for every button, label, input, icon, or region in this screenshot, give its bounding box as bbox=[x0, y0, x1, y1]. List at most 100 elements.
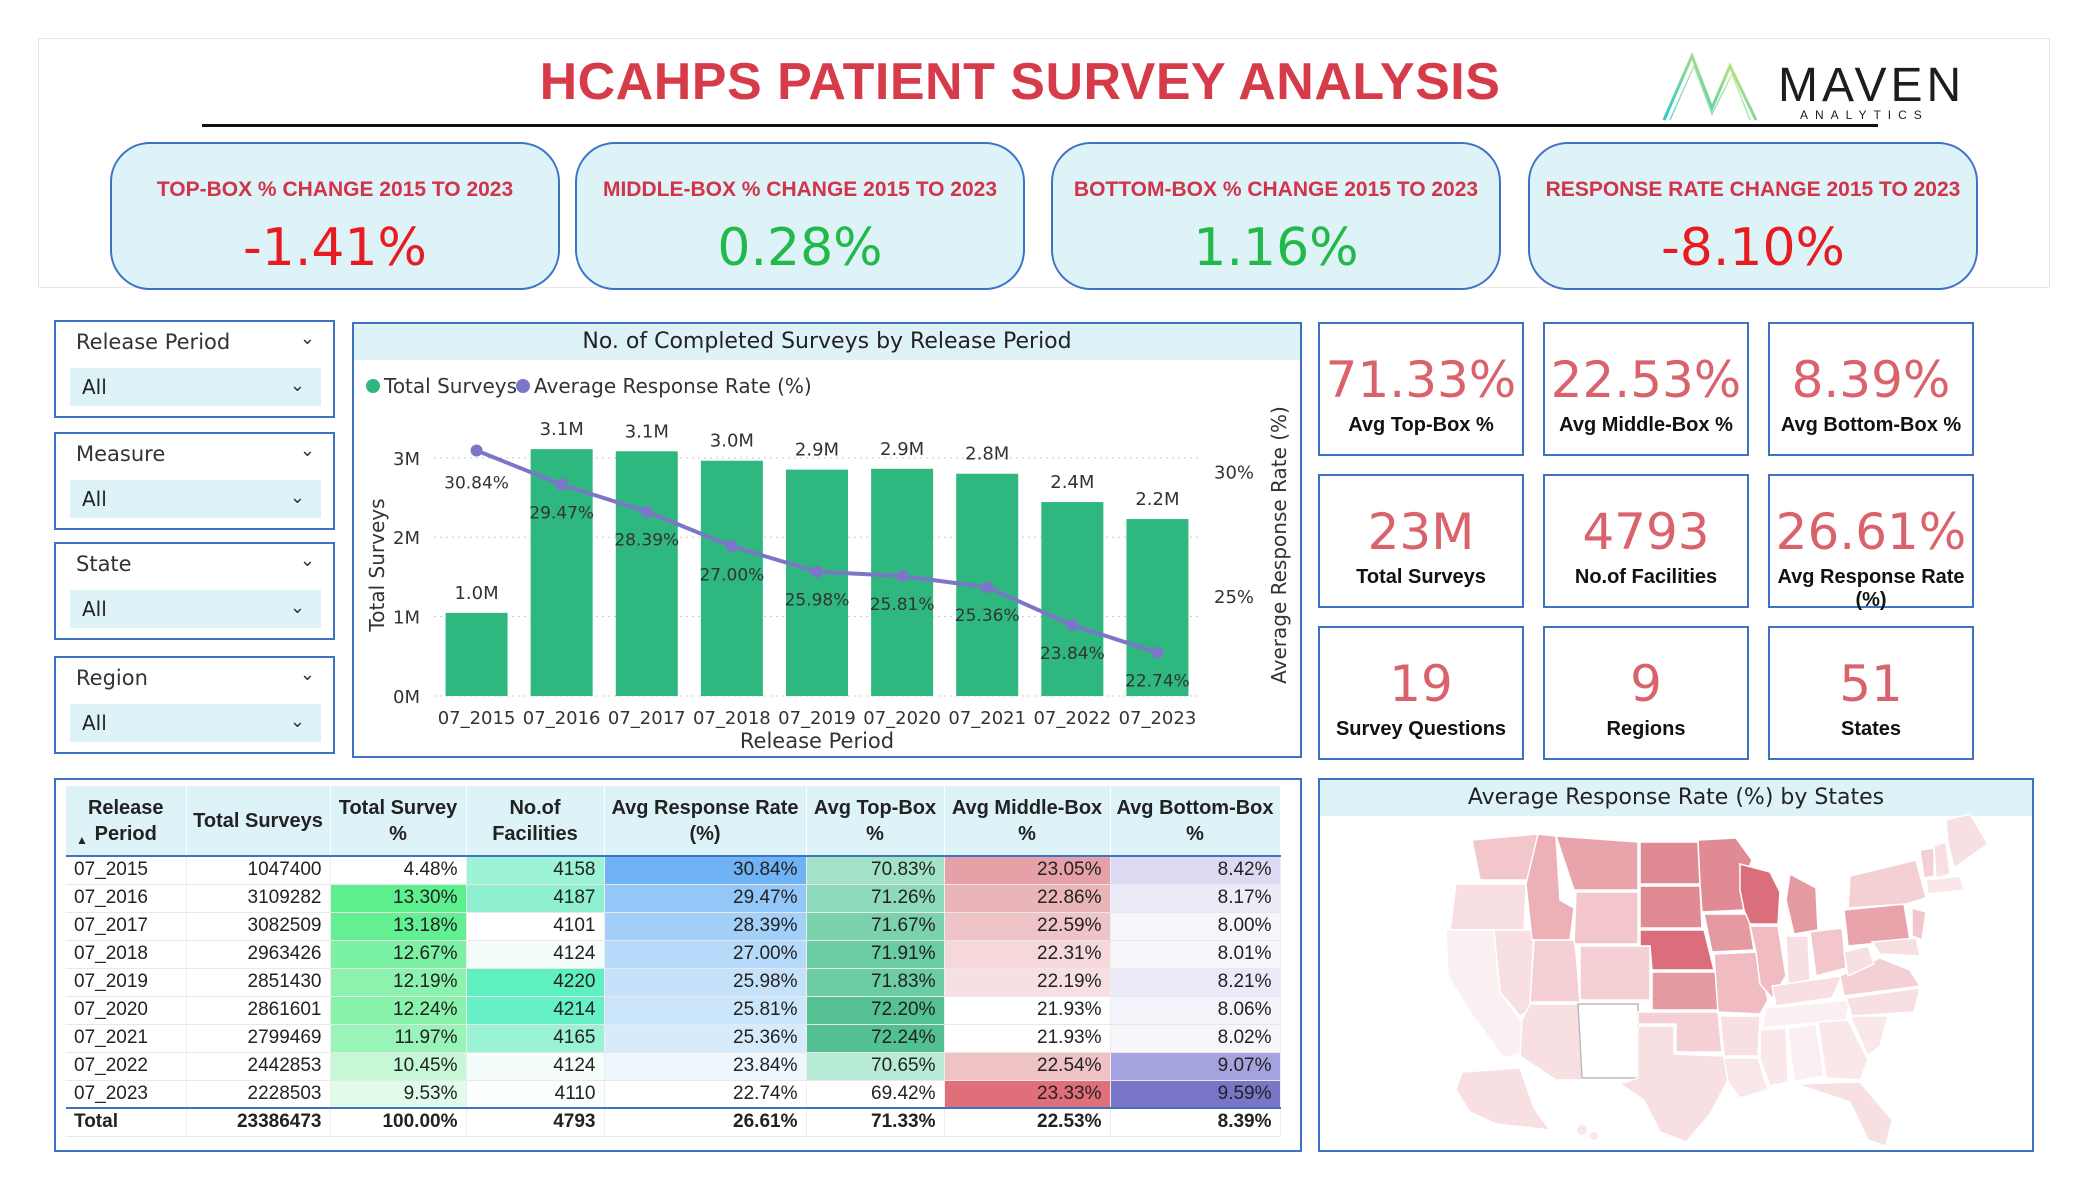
map-state-me[interactable] bbox=[1945, 813, 1990, 870]
kpi-card-no-of-facilities: 4793 No.of Facilities bbox=[1543, 474, 1749, 608]
slicer-release-period[interactable]: Release Period ⌄ All ⌄ bbox=[54, 320, 335, 418]
kpi-value: 1.16% bbox=[1193, 218, 1359, 278]
map-state-ma[interactable] bbox=[1925, 875, 1965, 895]
table-cell: 07_2019 bbox=[66, 968, 187, 997]
map-state-hi-2[interactable] bbox=[1590, 1132, 1598, 1140]
map-state-md[interactable] bbox=[1870, 937, 1921, 957]
table-row[interactable]: 07_2023 2228503 9.53% 4110 22.74% 69.42% 23.33… bbox=[66, 1080, 1281, 1109]
map-state-oh[interactable] bbox=[1809, 927, 1847, 977]
map-state-ms[interactable] bbox=[1759, 1027, 1789, 1087]
table-row[interactable]: 07_2015 1047400 4.48% 4158 30.84% 70.83% 23.05… bbox=[66, 856, 1281, 885]
table-row[interactable]: 07_2022 2442853 10.45% 4124 23.84% 70.65% 22.5… bbox=[66, 1052, 1281, 1081]
map-state-fl[interactable] bbox=[1795, 1081, 1893, 1147]
map-state-or[interactable] bbox=[1449, 883, 1527, 931]
map-state-ky[interactable] bbox=[1771, 975, 1844, 1007]
table-cell: 23.84% bbox=[604, 1052, 807, 1081]
map-state-il[interactable] bbox=[1749, 925, 1787, 1000]
slicer-dropdown[interactable]: All ⌄ bbox=[70, 704, 321, 742]
map-state-mi[interactable] bbox=[1785, 872, 1819, 935]
slicer-region[interactable]: Region ⌄ All ⌄ bbox=[54, 656, 335, 754]
line-point bbox=[640, 505, 653, 518]
map-state-ak[interactable] bbox=[1455, 1067, 1552, 1131]
map-state-ar[interactable] bbox=[1719, 1015, 1761, 1057]
map-state-wy[interactable] bbox=[1573, 891, 1639, 945]
y-tick-label: 3M bbox=[393, 449, 420, 470]
column-header[interactable]: Release Period ▲ bbox=[66, 786, 187, 856]
collapse-chevron-icon[interactable]: ⌄ bbox=[299, 440, 315, 461]
column-header[interactable]: Avg Middle-Box % bbox=[944, 786, 1111, 856]
chevron-down-icon[interactable]: ⌄ bbox=[289, 711, 305, 732]
map-state-ks[interactable] bbox=[1651, 971, 1719, 1011]
table-row[interactable]: 07_2017 3082509 13.18% 4101 28.39% 71.67% 22.5… bbox=[66, 912, 1281, 941]
y-axis-title: Total Surveys bbox=[365, 498, 389, 632]
map-state-ga[interactable] bbox=[1817, 1019, 1869, 1081]
card-value: 71.33% bbox=[1325, 351, 1517, 409]
map-state-nc[interactable] bbox=[1845, 987, 1921, 1017]
map-state-al[interactable] bbox=[1787, 1023, 1825, 1083]
table-cell: 8.42% bbox=[1110, 856, 1281, 885]
slicer-dropdown[interactable]: All ⌄ bbox=[70, 480, 321, 518]
collapse-chevron-icon[interactable]: ⌄ bbox=[299, 328, 315, 349]
map-state-nj[interactable] bbox=[1911, 907, 1927, 942]
slicer-measure[interactable]: Measure ⌄ All ⌄ bbox=[54, 432, 335, 530]
map-state-nh[interactable] bbox=[1933, 840, 1951, 879]
card-value: 51 bbox=[1839, 655, 1903, 713]
collapse-chevron-icon[interactable]: ⌄ bbox=[299, 550, 315, 571]
map-state-sd[interactable] bbox=[1639, 885, 1703, 929]
collapse-chevron-icon[interactable]: ⌄ bbox=[299, 664, 315, 685]
map-state-wi[interactable] bbox=[1739, 863, 1781, 925]
table-row[interactable]: 07_2020 2861601 12.24% 4214 25.81% 72.20% 21.9… bbox=[66, 996, 1281, 1025]
total-cell: 23386473 bbox=[186, 1107, 331, 1137]
column-header-label: Avg Bottom-Box % bbox=[1116, 796, 1274, 845]
map-state-mt[interactable] bbox=[1554, 835, 1639, 891]
map-state-tx[interactable] bbox=[1618, 1025, 1729, 1143]
column-header[interactable]: Total Surveys bbox=[186, 786, 331, 856]
card-label: Regions bbox=[1606, 718, 1686, 740]
column-header[interactable]: Total Survey % bbox=[330, 786, 467, 856]
table-row[interactable]: 07_2021 2799469 11.97% 4165 25.36% 72.24% 21.9… bbox=[66, 1024, 1281, 1053]
table-row[interactable]: 07_2019 2851430 12.19% 4220 25.98% 71.83% 22.1… bbox=[66, 968, 1281, 997]
map-state-id[interactable] bbox=[1525, 833, 1575, 941]
map-state-ut[interactable] bbox=[1529, 939, 1581, 1003]
chevron-down-icon[interactable]: ⌄ bbox=[289, 375, 305, 396]
chevron-down-icon[interactable]: ⌄ bbox=[289, 597, 305, 618]
card-label: Avg Response Rate (%) bbox=[1777, 566, 1965, 611]
map-state-in[interactable] bbox=[1785, 935, 1811, 985]
kpi-card-top-box-change: TOP-BOX % CHANGE 2015 TO 2023 -1.41% bbox=[110, 142, 560, 290]
map-state-ne[interactable] bbox=[1639, 929, 1715, 971]
slicer-value: All bbox=[82, 597, 107, 621]
bar-data-label: 2.9M bbox=[880, 439, 924, 460]
map-state-nd[interactable] bbox=[1639, 841, 1701, 885]
column-header-label: Release Period bbox=[87, 796, 164, 845]
table-cell: 4187 bbox=[466, 884, 605, 913]
slicer-state[interactable]: State ⌄ All ⌄ bbox=[54, 542, 335, 640]
table-row[interactable]: 07_2016 3109282 13.30% 4187 29.47% 71.26% 22.8… bbox=[66, 884, 1281, 913]
sort-ascending-icon[interactable]: ▲ bbox=[76, 833, 88, 847]
slicer-dropdown[interactable]: All ⌄ bbox=[70, 590, 321, 628]
map-state-wv[interactable] bbox=[1843, 945, 1875, 978]
map-state-la[interactable] bbox=[1723, 1057, 1769, 1099]
map-state-ia[interactable] bbox=[1703, 913, 1755, 953]
map-state-az[interactable] bbox=[1519, 1003, 1583, 1081]
column-header[interactable]: Avg Top-Box % bbox=[806, 786, 945, 856]
column-header[interactable]: Avg Bottom-Box % bbox=[1110, 786, 1281, 856]
map-state-hi[interactable] bbox=[1577, 1125, 1587, 1135]
slicer-title: State bbox=[76, 552, 132, 576]
map-state-vt[interactable] bbox=[1919, 847, 1935, 879]
column-header[interactable]: Avg Response Rate (%) bbox=[604, 786, 807, 856]
table-cell: 12.24% bbox=[330, 996, 467, 1025]
column-header[interactable]: No.of Facilities bbox=[466, 786, 605, 856]
map-state-nm[interactable] bbox=[1577, 1003, 1639, 1079]
bar-data-label: 3.1M bbox=[625, 421, 669, 442]
table-cell: 25.81% bbox=[604, 996, 807, 1025]
map-state-mo[interactable] bbox=[1713, 951, 1769, 1015]
table-row[interactable]: 07_2018 2963426 12.67% 4124 27.00% 71.91% 22.3… bbox=[66, 940, 1281, 969]
table-cell: 22.74% bbox=[604, 1080, 807, 1109]
table-cell: 07_2022 bbox=[66, 1052, 187, 1081]
chevron-down-icon[interactable]: ⌄ bbox=[289, 487, 305, 508]
slicer-dropdown[interactable]: All ⌄ bbox=[70, 368, 321, 406]
map-state-co[interactable] bbox=[1579, 945, 1651, 1001]
map-state-ny[interactable] bbox=[1847, 859, 1927, 909]
map-state-sc[interactable] bbox=[1848, 1015, 1889, 1058]
map-title: Average Response Rate (%) by States bbox=[1320, 780, 2032, 816]
